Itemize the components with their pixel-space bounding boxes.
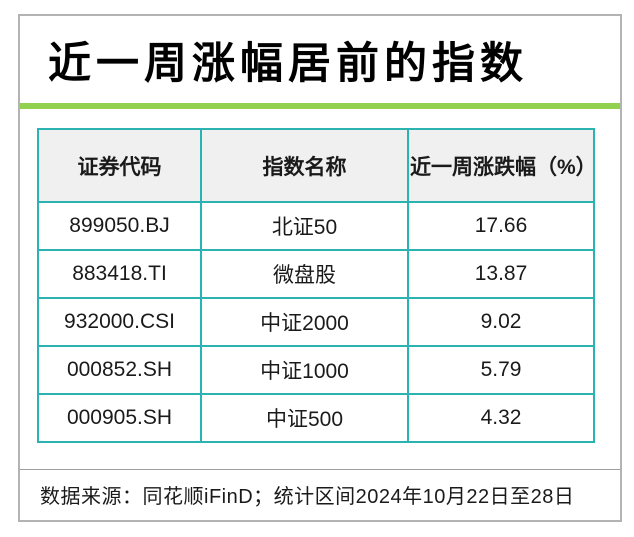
security-code-cell: 932000.CSI — [37, 297, 202, 347]
table-row: 883418.TI 微盘股 13.87 — [37, 249, 595, 299]
index-name-cell: 中证1000 — [200, 345, 409, 395]
security-code-cell: 899050.BJ — [37, 201, 202, 251]
infographic-card: 近一周涨幅居前的指数 证券代码 指数名称 近一周涨跌幅（%） 899050.BJ… — [18, 14, 622, 522]
green-accent-bar — [20, 103, 620, 109]
footer: 数据来源：同花顺iFinD；统计区间2024年10月22日至28日 — [20, 470, 620, 519]
index-name-cell: 中证2000 — [200, 297, 409, 347]
security-code-cell: 000905.SH — [37, 393, 202, 443]
weekly-change-cell: 9.02 — [407, 297, 595, 347]
column-header-index-name: 指数名称 — [200, 128, 409, 203]
security-code-cell: 000852.SH — [37, 345, 202, 395]
table-row: 000905.SH 中证500 4.32 — [37, 393, 595, 443]
footer-divider-line — [20, 469, 620, 470]
weekly-change-cell: 13.87 — [407, 249, 595, 299]
table-row: 899050.BJ 北证50 17.66 — [37, 201, 595, 251]
column-header-security-code: 证券代码 — [37, 128, 202, 203]
data-source-note: 数据来源：同花顺iFinD；统计区间2024年10月22日至28日 — [40, 486, 575, 508]
index-name-cell: 中证500 — [200, 393, 409, 443]
table-header-row: 证券代码 指数名称 近一周涨跌幅（%） — [37, 128, 595, 203]
column-header-weekly-change: 近一周涨跌幅（%） — [407, 128, 595, 203]
index-name-cell: 微盘股 — [200, 249, 409, 299]
index-gainers-table: 证券代码 指数名称 近一周涨跌幅（%） 899050.BJ 北证50 17.66… — [37, 128, 595, 443]
weekly-change-cell: 5.79 — [407, 345, 595, 395]
weekly-change-cell: 4.32 — [407, 393, 595, 443]
weekly-change-cell: 17.66 — [407, 201, 595, 251]
table-row: 000852.SH 中证1000 5.79 — [37, 345, 595, 395]
index-name-cell: 北证50 — [200, 201, 409, 251]
page-title: 近一周涨幅居前的指数 — [48, 40, 528, 88]
security-code-cell: 883418.TI — [37, 249, 202, 299]
table-row: 932000.CSI 中证2000 9.02 — [37, 297, 595, 347]
